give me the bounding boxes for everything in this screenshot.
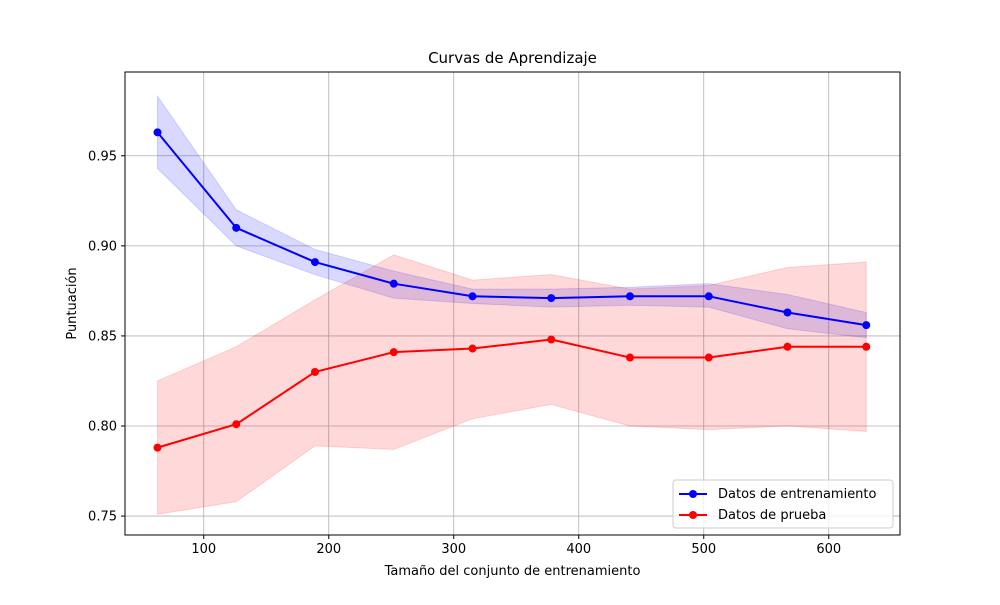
data-point-test	[389, 348, 398, 357]
x-axis-ticks: 100 200 300 400 500 600	[191, 535, 841, 557]
data-point-test	[468, 344, 477, 353]
x-tick-label: 300	[441, 542, 466, 557]
data-point-training	[468, 292, 477, 301]
y-tick-label: 0.80	[88, 420, 117, 435]
legend-label-training: Datos de entrenamiento	[718, 487, 877, 502]
data-point-training	[862, 321, 871, 330]
data-point-training	[232, 223, 241, 232]
series-line-test	[157, 338, 867, 449]
y-axis-title: Puntuación	[65, 267, 80, 339]
legend-box	[672, 479, 894, 529]
data-point-training	[389, 279, 398, 288]
data-point-test	[232, 420, 241, 429]
y-tick-label: 0.85	[88, 329, 117, 344]
data-point-test	[311, 367, 319, 376]
confidence-band-training	[157, 94, 867, 339]
y-tick-label: 0.75	[88, 510, 117, 525]
series-lines	[156, 131, 867, 449]
chart-title: Curvas de Aprendizaje	[428, 49, 597, 67]
x-tick-label: 600	[816, 542, 841, 557]
x-tick-label: 500	[691, 542, 716, 557]
y-tick-label: 0.90	[88, 239, 117, 254]
plot-area-frame	[124, 71, 901, 536]
legend: Datos de entrenamiento Datos de prueba	[672, 479, 894, 529]
confidence-bands	[157, 94, 867, 515]
confidence-band-test	[157, 254, 867, 515]
data-point-test	[862, 342, 871, 351]
x-tick-label: 200	[316, 542, 341, 557]
x-tick-label: 400	[566, 542, 591, 557]
legend-marker-training	[689, 490, 697, 498]
data-point-test	[547, 335, 556, 344]
data-point-training	[311, 258, 319, 267]
series-line-training	[156, 131, 867, 327]
data-point-training	[547, 294, 556, 303]
data-point-training	[153, 128, 162, 137]
data-point-test	[783, 342, 792, 351]
data-point-test	[704, 353, 713, 362]
data-point-test	[626, 353, 634, 362]
data-point-training	[704, 292, 713, 301]
data-point-training	[783, 308, 792, 317]
x-axis-title: Tamaño del conjunto de entrenamiento	[384, 564, 641, 579]
x-tick-label: 100	[191, 542, 216, 557]
data-point-training	[626, 292, 634, 301]
y-tick-label: 0.95	[88, 149, 117, 164]
y-axis-ticks: 0.75 0.80 0.85 0.90 0.95	[88, 149, 125, 525]
legend-label-test: Datos de prueba	[718, 508, 826, 523]
legend-marker-test	[689, 511, 697, 519]
data-point-test	[153, 443, 162, 452]
series-points	[153, 128, 871, 452]
